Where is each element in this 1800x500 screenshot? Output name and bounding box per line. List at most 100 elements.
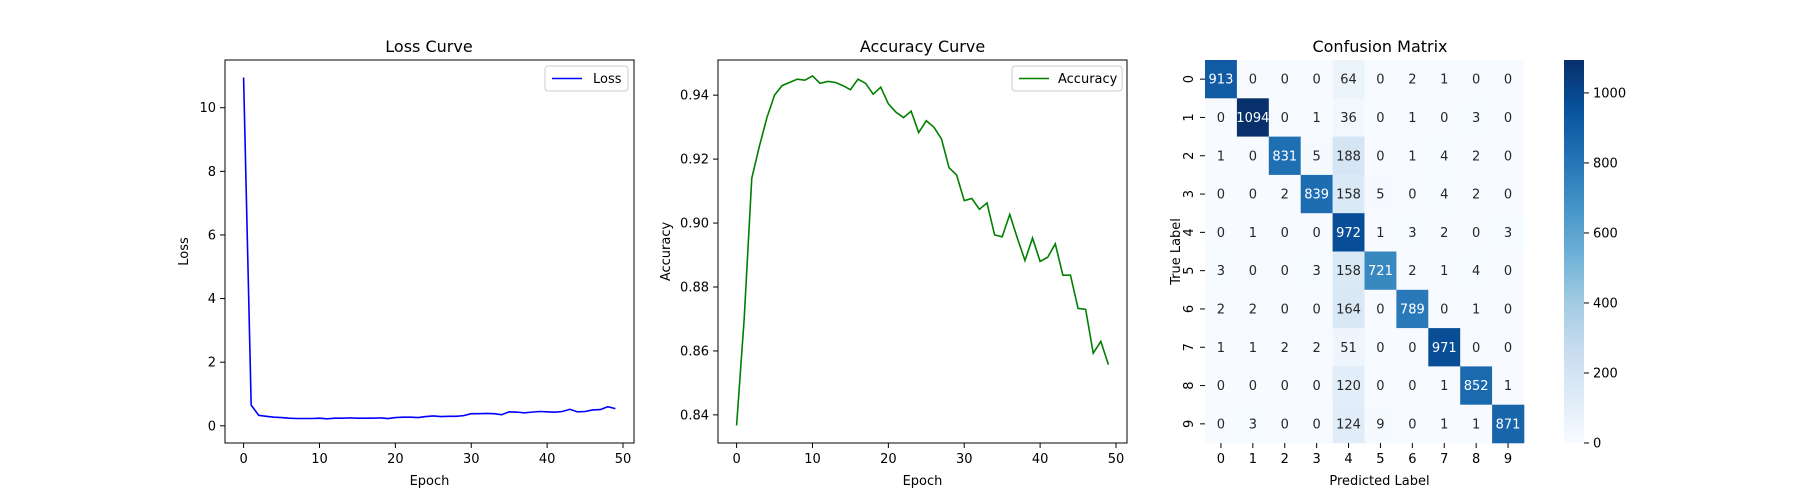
confusion-matrix-cell-value: 3 [1313, 264, 1321, 279]
confusion-matrix-cell-value: 1 [1376, 226, 1384, 241]
confusion-matrix-cell [1492, 404, 1525, 444]
confusion-matrix-cell-value: 2 [1313, 341, 1321, 356]
confusion-matrix-cell-value: 831 [1272, 149, 1297, 164]
confusion-matrix-cell [1300, 213, 1333, 252]
confusion-matrix-cell [1205, 289, 1238, 329]
confusion-matrix-cell-value: 1 [1504, 379, 1512, 394]
confusion-matrix-cell-value: 0 [1281, 111, 1289, 126]
confusion-matrix-cell [1300, 60, 1333, 99]
confusion-matrix-cell [1364, 136, 1397, 176]
accuracy-y-tick-label: 0.86 [680, 344, 709, 359]
confusion-matrix-x-tick-label: 5 [1376, 452, 1384, 467]
confusion-matrix-cell [1236, 60, 1270, 99]
confusion-matrix-cell-value: 0 [1281, 417, 1289, 432]
confusion-matrix-cell-value: 2 [1281, 341, 1289, 356]
confusion-matrix-cell-value: 0 [1408, 188, 1416, 203]
confusion-matrix-cell-value: 0 [1313, 73, 1321, 88]
confusion-matrix-cell [1268, 404, 1301, 444]
confusion-matrix-cell-value: 3 [1408, 226, 1416, 241]
confusion-matrix-cell-value: 0 [1504, 149, 1512, 164]
confusion-matrix-cell-value: 852 [1464, 379, 1489, 394]
loss-x-tick-label: 10 [311, 452, 328, 467]
confusion-matrix-y-tick-label: 8 [1182, 381, 1197, 389]
accuracy-curve-panel: Accuracy Curve 0 10 20 30 40 50 0.84 0.86 0.88 0.… [659, 37, 1128, 489]
confusion-matrix-cell [1492, 60, 1525, 99]
confusion-matrix-cell [1268, 213, 1301, 252]
confusion-matrix-cell [1332, 174, 1365, 214]
confusion-matrix-y-tick-label: 4 [1182, 228, 1197, 236]
confusion-matrix-cell [1268, 98, 1301, 137]
loss-y-tick-label: 2 [208, 356, 216, 371]
confusion-matrix-cell-value: 64 [1340, 73, 1357, 88]
confusion-matrix-cell [1492, 328, 1525, 367]
confusion-matrix-cell [1332, 366, 1365, 405]
confusion-matrix-cell-value: 1 [1249, 341, 1257, 356]
confusion-matrix-cell-value: 0 [1281, 73, 1289, 88]
confusion-matrix-cell [1300, 366, 1333, 405]
confusion-matrix-cell [1364, 174, 1397, 214]
confusion-matrix-cell [1236, 251, 1270, 291]
confusion-matrix-cell-value: 1 [1249, 226, 1257, 241]
confusion-matrix-x-tick-label: 7 [1440, 452, 1448, 467]
confusion-matrix-cell-value: 0 [1281, 302, 1289, 317]
loss-y-axis-label: Loss [177, 237, 192, 266]
confusion-matrix-cell-value: 1 [1440, 379, 1448, 394]
loss-y-tick-label: 6 [208, 228, 216, 243]
confusion-matrix-cell-value: 51 [1340, 341, 1357, 356]
confusion-matrix-cell-value: 1 [1408, 111, 1416, 126]
confusion-matrix-cell [1460, 404, 1493, 444]
confusion-matrix-x-tick-label: 0 [1217, 452, 1225, 467]
confusion-matrix-cell [1364, 328, 1397, 367]
confusion-matrix-cell-value: 0 [1504, 73, 1512, 88]
confusion-matrix-cell-value: 0 [1281, 264, 1289, 279]
loss-x-tick-label: 50 [615, 452, 632, 467]
confusion-matrix-y-tick-label: 5 [1182, 267, 1197, 275]
confusion-matrix-cell [1332, 251, 1365, 291]
confusion-matrix-cell-value: 0 [1504, 111, 1512, 126]
confusion-matrix-cell [1460, 174, 1493, 214]
confusion-matrix-cell [1300, 98, 1333, 137]
confusion-matrix-x-tick-label: 1 [1249, 452, 1257, 467]
confusion-matrix-cell-value: 1 [1472, 302, 1480, 317]
accuracy-chart-title: Accuracy Curve [860, 37, 985, 56]
loss-legend-box [544, 65, 629, 92]
confusion-matrix-cell [1364, 98, 1397, 137]
confusion-matrix-cell [1332, 328, 1365, 367]
confusion-matrix-title: Confusion Matrix [1312, 37, 1447, 56]
confusion-matrix-cell-value: 9 [1376, 417, 1384, 432]
loss-x-tick-label: 30 [463, 452, 480, 467]
confusion-matrix-cell [1268, 289, 1301, 329]
confusion-matrix-cell [1236, 136, 1270, 176]
confusion-matrix-cell-value: 0 [1376, 341, 1384, 356]
confusion-matrix-cell-value: 0 [1376, 379, 1384, 394]
confusion-matrix-cell-value: 0 [1504, 264, 1512, 279]
accuracy-x-tick-label: 40 [1032, 452, 1049, 467]
confusion-matrix-cell-value: 158 [1336, 188, 1361, 203]
confusion-matrix-panel: Confusion Matrix 913 0 0 0 64 0 2 1 0 00 1094 0 1 36 0… [1169, 37, 1626, 489]
accuracy-x-tick-label: 0 [732, 452, 740, 467]
confusion-matrix-cell-value: 0 [1249, 379, 1257, 394]
confusion-matrix-cell-value: 1 [1408, 149, 1416, 164]
confusion-matrix-cell [1428, 328, 1461, 367]
accuracy-axis-ticks: 0 10 20 30 40 50 0.84 0.86 0.88 0.90 0.92 0.94 [680, 89, 1124, 467]
confusion-matrix-cell [1396, 289, 1429, 329]
confusion-matrix-cell [1492, 289, 1525, 329]
confusion-matrix-cell [1396, 251, 1429, 291]
confusion-matrix-cell [1332, 136, 1365, 176]
loss-axis-ticks: 0 10 20 30 40 50 0 2 4 6 8 10 [199, 101, 631, 467]
confusion-matrix-cell [1396, 328, 1429, 367]
confusion-matrix-cell [1460, 328, 1493, 367]
confusion-matrix-cell-value: 0 [1249, 264, 1257, 279]
confusion-matrix-cell [1460, 289, 1493, 329]
confusion-matrix-cell [1300, 289, 1333, 329]
confusion-matrix-y-tick-label: 1 [1182, 113, 1197, 121]
confusion-matrix-cell-value: 4 [1440, 188, 1448, 203]
confusion-matrix-cell [1492, 251, 1525, 291]
confusion-matrix-cell [1396, 60, 1429, 99]
accuracy-y-tick-label: 0.92 [680, 153, 709, 168]
confusion-matrix-cell-value: 120 [1336, 379, 1361, 394]
confusion-matrix-cell [1428, 289, 1461, 329]
confusion-matrix-cell-value: 0 [1472, 226, 1480, 241]
confusion-matrix-cell-value: 188 [1336, 149, 1361, 164]
